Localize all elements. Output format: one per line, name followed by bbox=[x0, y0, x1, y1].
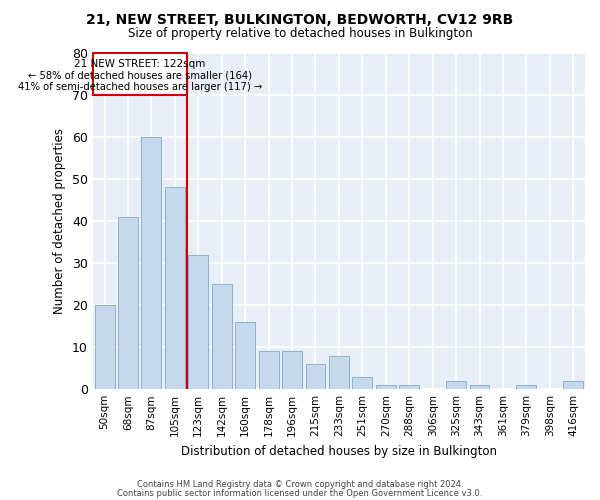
Bar bbox=[376, 385, 396, 389]
Text: Contains public sector information licensed under the Open Government Licence v3: Contains public sector information licen… bbox=[118, 488, 482, 498]
Bar bbox=[399, 385, 419, 389]
Bar bbox=[470, 385, 490, 389]
Bar bbox=[142, 136, 161, 389]
Bar bbox=[563, 381, 583, 389]
Bar bbox=[95, 305, 115, 389]
Y-axis label: Number of detached properties: Number of detached properties bbox=[53, 128, 67, 314]
Text: 21, NEW STREET, BULKINGTON, BEDWORTH, CV12 9RB: 21, NEW STREET, BULKINGTON, BEDWORTH, CV… bbox=[86, 12, 514, 26]
Text: 41% of semi-detached houses are larger (117) →: 41% of semi-detached houses are larger (… bbox=[17, 82, 262, 92]
Bar bbox=[165, 187, 185, 389]
Bar bbox=[235, 322, 255, 389]
Text: Size of property relative to detached houses in Bulkington: Size of property relative to detached ho… bbox=[128, 28, 472, 40]
Bar bbox=[329, 356, 349, 389]
Bar bbox=[93, 52, 187, 94]
Bar bbox=[446, 381, 466, 389]
Bar bbox=[305, 364, 325, 389]
Bar bbox=[282, 352, 302, 389]
Bar bbox=[259, 352, 278, 389]
Bar bbox=[517, 385, 536, 389]
Bar bbox=[118, 216, 138, 389]
Text: 21 NEW STREET: 122sqm: 21 NEW STREET: 122sqm bbox=[74, 60, 205, 70]
Text: Contains HM Land Registry data © Crown copyright and database right 2024.: Contains HM Land Registry data © Crown c… bbox=[137, 480, 463, 489]
Bar bbox=[212, 284, 232, 389]
Bar bbox=[188, 254, 208, 389]
Text: ← 58% of detached houses are smaller (164): ← 58% of detached houses are smaller (16… bbox=[28, 70, 252, 81]
Bar bbox=[352, 376, 373, 389]
X-axis label: Distribution of detached houses by size in Bulkington: Distribution of detached houses by size … bbox=[181, 444, 497, 458]
